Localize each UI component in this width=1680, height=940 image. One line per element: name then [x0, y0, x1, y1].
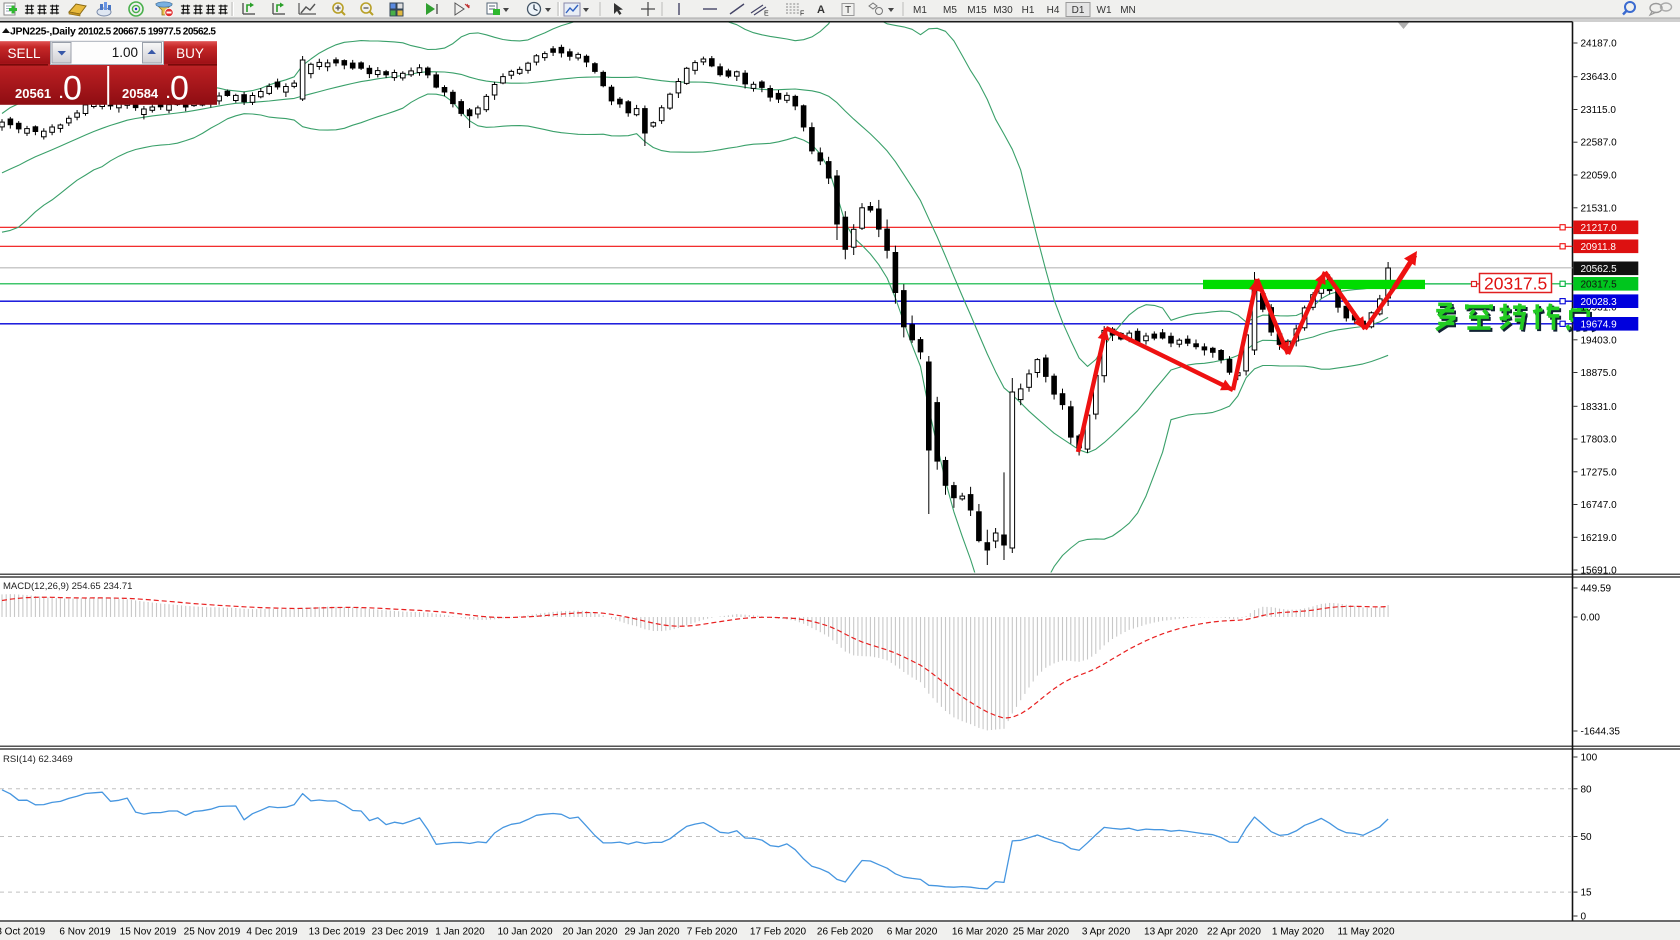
svg-text:6 Mar 2020: 6 Mar 2020 [887, 927, 938, 938]
svg-text:H4: H4 [1047, 5, 1060, 16]
svg-text:M5: M5 [943, 5, 957, 16]
svg-text:449.59: 449.59 [1581, 584, 1612, 595]
svg-text:11 May 2020: 11 May 2020 [1337, 927, 1395, 938]
svg-text:100: 100 [1581, 753, 1598, 764]
svg-text:MACD(12,26,9) 254.65 234.71: MACD(12,26,9) 254.65 234.71 [3, 581, 132, 592]
svg-text:BUY: BUY [176, 46, 204, 61]
svg-text:20 Jan 2020: 20 Jan 2020 [562, 927, 617, 938]
svg-text:22 Apr 2020: 22 Apr 2020 [1207, 927, 1261, 938]
svg-text:28 Oct 2019: 28 Oct 2019 [0, 927, 46, 938]
svg-text:H1: H1 [1022, 5, 1035, 16]
svg-text:16 Mar 2020: 16 Mar 2020 [952, 927, 1009, 938]
svg-text:26 Feb 2020: 26 Feb 2020 [817, 927, 874, 938]
svg-text:50: 50 [1581, 832, 1593, 843]
svg-text:W1: W1 [1097, 5, 1112, 16]
svg-text:20028.3: 20028.3 [1581, 297, 1618, 308]
svg-text:21217.0: 21217.0 [1581, 223, 1618, 234]
svg-text:0: 0 [63, 70, 82, 108]
svg-text:3 Apr 2020: 3 Apr 2020 [1082, 927, 1131, 938]
svg-text:-1644.35: -1644.35 [1581, 727, 1621, 738]
svg-text:80: 80 [1581, 784, 1593, 795]
svg-text:23115.0: 23115.0 [1581, 105, 1617, 116]
svg-text:E: E [764, 11, 769, 18]
svg-text:M15: M15 [967, 5, 987, 16]
svg-text:JPN225-,Daily: JPN225-,Daily [10, 26, 76, 38]
svg-text:20102.5 20667.5 19977.5 20562.: 20102.5 20667.5 19977.5 20562.5 [78, 27, 216, 38]
svg-text:23 Dec 2019: 23 Dec 2019 [372, 927, 429, 938]
svg-text:23643.0: 23643.0 [1581, 72, 1618, 83]
svg-text:7 Feb 2020: 7 Feb 2020 [687, 927, 738, 938]
svg-text:25 Nov 2019: 25 Nov 2019 [184, 927, 241, 938]
svg-text:25 Mar 2020: 25 Mar 2020 [1013, 927, 1070, 938]
svg-text:20317.5: 20317.5 [1581, 280, 1618, 291]
svg-text:15 Nov 2019: 15 Nov 2019 [120, 927, 177, 938]
svg-text:F: F [800, 11, 804, 18]
svg-text:.: . [59, 85, 63, 102]
svg-text:D1: D1 [1072, 5, 1085, 16]
svg-text:6 Nov 2019: 6 Nov 2019 [59, 927, 111, 938]
svg-text:22059.0: 22059.0 [1581, 171, 1618, 182]
svg-text:1 May 2020: 1 May 2020 [1272, 927, 1325, 938]
svg-text:15691.0: 15691.0 [1581, 566, 1618, 577]
svg-text:20561: 20561 [15, 86, 51, 101]
svg-text:.: . [166, 85, 170, 102]
svg-text:21531.0: 21531.0 [1581, 203, 1618, 214]
svg-text:SELL: SELL [7, 46, 41, 61]
svg-text:1 Jan 2020: 1 Jan 2020 [435, 927, 485, 938]
svg-text:RSI(14) 62.3469: RSI(14) 62.3469 [3, 754, 73, 765]
svg-text:20584: 20584 [122, 86, 159, 101]
svg-text:18875.0: 18875.0 [1581, 368, 1618, 379]
svg-text:1.00: 1.00 [112, 45, 138, 60]
svg-text:19674.9: 19674.9 [1581, 320, 1618, 331]
svg-text:M1: M1 [913, 5, 927, 16]
svg-text:20911.8: 20911.8 [1581, 242, 1617, 253]
svg-text:16219.0: 16219.0 [1581, 533, 1618, 544]
svg-text:19403.0: 19403.0 [1581, 335, 1618, 346]
svg-text:29 Jan 2020: 29 Jan 2020 [624, 927, 679, 938]
svg-text:18331.0: 18331.0 [1581, 402, 1618, 413]
svg-text:15: 15 [1581, 888, 1593, 899]
svg-text:13 Dec 2019: 13 Dec 2019 [309, 927, 366, 938]
svg-text:24187.0: 24187.0 [1581, 39, 1618, 50]
svg-text:17803.0: 17803.0 [1581, 435, 1618, 446]
svg-text:0: 0 [170, 70, 189, 108]
svg-text:22587.0: 22587.0 [1581, 138, 1618, 149]
svg-text:T: T [845, 5, 851, 16]
svg-text:13 Apr 2020: 13 Apr 2020 [1144, 927, 1198, 938]
svg-text:20562.5: 20562.5 [1581, 264, 1618, 275]
svg-text:17275.0: 17275.0 [1581, 467, 1618, 478]
svg-text:MN: MN [1120, 5, 1136, 16]
svg-text:16747.0: 16747.0 [1581, 500, 1618, 511]
svg-text:A: A [817, 4, 825, 16]
svg-text:0.00: 0.00 [1581, 613, 1601, 624]
svg-text:0: 0 [1581, 912, 1587, 923]
svg-text:4 Dec 2019: 4 Dec 2019 [246, 927, 298, 938]
svg-text:17 Feb 2020: 17 Feb 2020 [750, 927, 807, 938]
svg-text:M30: M30 [993, 5, 1013, 16]
svg-text:20317.5: 20317.5 [1484, 274, 1547, 294]
svg-text:10 Jan 2020: 10 Jan 2020 [497, 927, 552, 938]
